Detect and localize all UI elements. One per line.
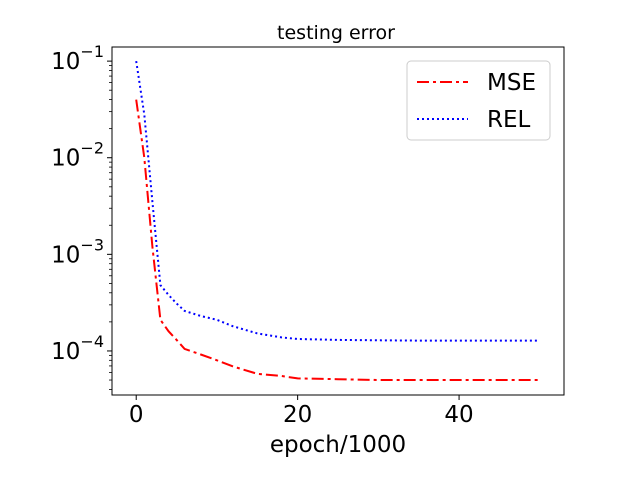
x-tick-label: 40: [444, 402, 473, 428]
y-tick-label: 10−1: [51, 42, 104, 75]
x-axis-label: epoch/1000: [270, 432, 406, 458]
plot-frame: [111, 46, 565, 396]
series-line-rel: [135, 60, 540, 342]
legend-box: [406, 60, 551, 141]
x-axis: 0 20 40: [129, 395, 474, 428]
y-tick-label: 10−3: [51, 235, 104, 268]
chart-title: testing error: [277, 22, 395, 44]
y-tick-label: 10−4: [51, 332, 104, 365]
x-tick-label: 0: [129, 402, 144, 428]
legend-label-mse: MSE: [487, 70, 536, 96]
plot-lines: [135, 60, 540, 381]
y-tick-label: 10−2: [51, 139, 104, 172]
legend-label-rel: REL: [487, 107, 531, 133]
x-tick-label: 20: [283, 402, 312, 428]
y-axis: 10−1 10−2 10−3 10−4: [51, 42, 112, 390]
legend: MSE REL: [406, 60, 551, 141]
